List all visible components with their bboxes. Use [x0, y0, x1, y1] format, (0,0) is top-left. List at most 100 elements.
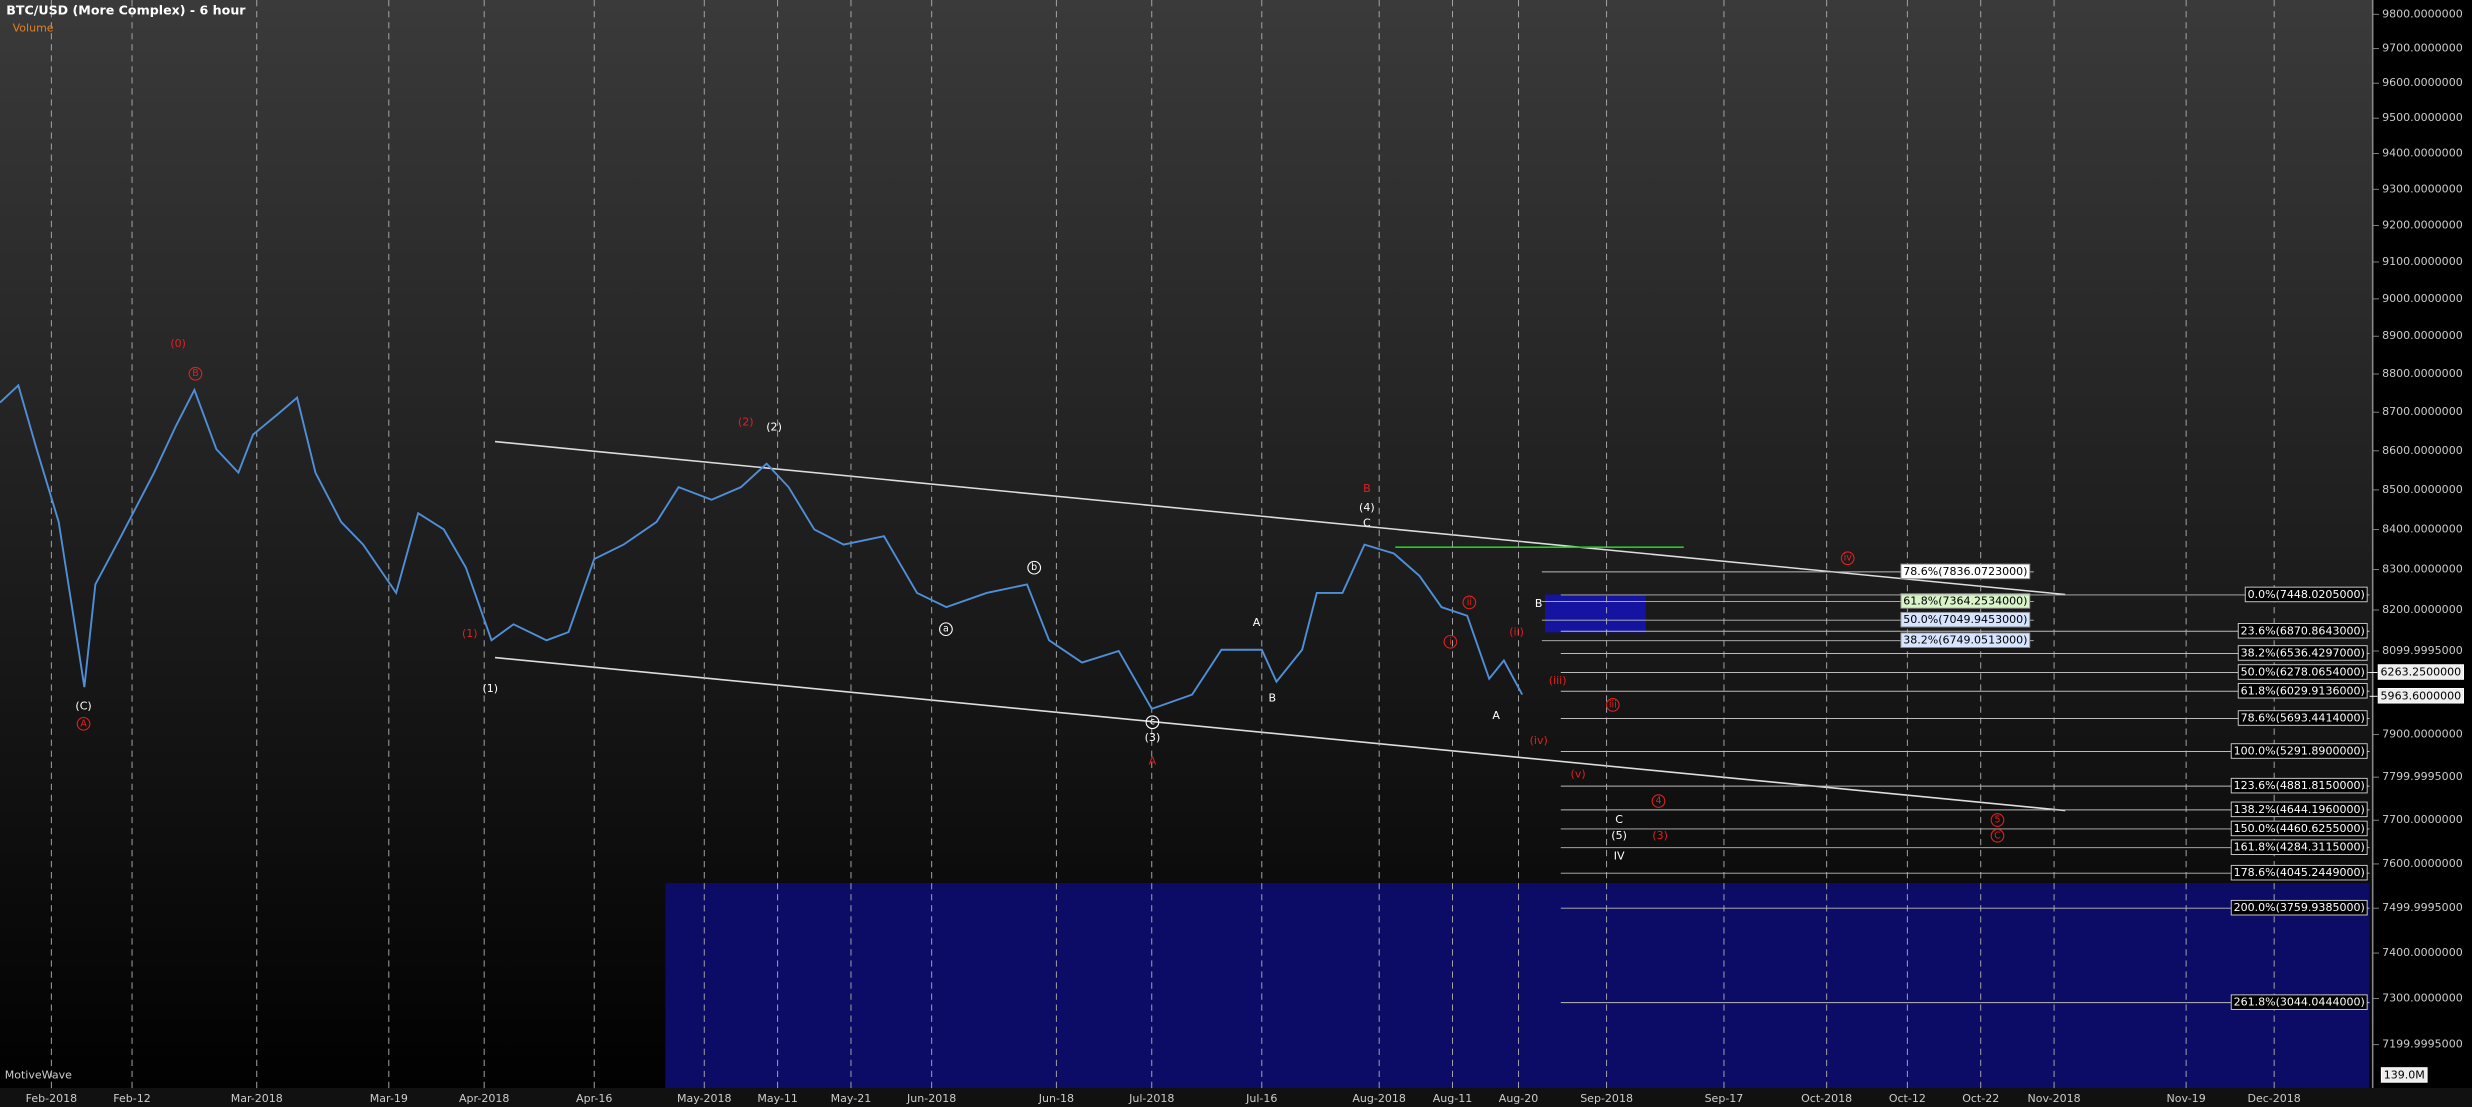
y-tick-label: 9200.0000000 — [2382, 218, 2463, 231]
wave-label: a — [943, 624, 949, 635]
wave-label: B — [192, 368, 198, 379]
wave-circle — [1443, 634, 1458, 649]
volume-tag-box — [2380, 1067, 2428, 1083]
wave-circle — [1145, 715, 1160, 730]
x-tick-label: Jun-18 — [1038, 1092, 1074, 1105]
price-line — [0, 383, 1524, 710]
wave-label: (v) — [1571, 767, 1586, 780]
wave-circle — [188, 366, 203, 381]
wave-label: C — [1615, 813, 1623, 826]
wave-label: 5 — [1994, 814, 2000, 825]
fib-label-box — [2230, 864, 2368, 881]
wave-label: 4 — [1656, 796, 1662, 807]
fib-label-box — [1900, 593, 2031, 609]
fib-label-box — [2237, 710, 2368, 726]
x-tick-label: Dec-2018 — [2247, 1092, 2300, 1105]
wave-label: (3) — [1652, 829, 1668, 842]
x-tick-label: Mar-19 — [370, 1092, 408, 1105]
x-tick-label: Jul-2018 — [1128, 1092, 1174, 1105]
wave-label: iii — [1609, 699, 1617, 710]
target-box — [1545, 594, 1646, 633]
x-tick-label: Jun-2018 — [906, 1092, 956, 1105]
wave-label: (2) — [738, 416, 754, 429]
y-tick-label: 7300.0000000 — [2382, 992, 2463, 1005]
fib-label-box — [1900, 611, 2031, 628]
fib-label: 78.6%(7836.0723000) — [1903, 565, 2027, 578]
fib-label-box — [2237, 645, 2368, 661]
wave-circle — [939, 622, 953, 637]
y-tick-label: 8900.0000000 — [2382, 329, 2463, 342]
y-tick-label: 9100.0000000 — [2382, 255, 2463, 268]
wave-label: B — [1268, 692, 1276, 705]
wave-circle — [1840, 551, 1855, 566]
wave-label: (iii) — [1549, 674, 1567, 687]
price-tag: 6263.2500000 — [2381, 666, 2462, 679]
x-tick-label: Apr-16 — [576, 1092, 612, 1105]
wave-circle — [76, 716, 91, 731]
wave-circle — [1605, 698, 1620, 712]
x-tick-label: Apr-2018 — [459, 1092, 509, 1105]
y-tick-label: 8099.9995000 — [2382, 644, 2463, 657]
wave-label: A — [1149, 755, 1157, 768]
y-tick-label: 9700.0000000 — [2382, 42, 2463, 55]
y-tick-label: 8600.0000000 — [2382, 444, 2463, 457]
y-tick-label: 9400.0000000 — [2382, 147, 2463, 160]
x-tick-label: Oct-2018 — [1801, 1092, 1852, 1105]
fib-label: 0.0%(7448.0205000) — [2248, 588, 2365, 601]
wave-circle — [1990, 813, 2005, 827]
y-tick-label: 7400.0000000 — [2382, 946, 2463, 959]
x-tick-label: Feb-2018 — [26, 1092, 78, 1105]
wave-label: A — [1492, 709, 1500, 722]
fib-label: 61.8%(7364.2534000) — [1903, 594, 2027, 607]
wave-label: B — [1363, 482, 1371, 495]
fib-label: 38.2%(6536.4297000) — [2241, 646, 2365, 659]
x-tick-label: Sep-17 — [1705, 1092, 1744, 1105]
wave-circle — [1027, 560, 1042, 575]
y-tick-label: 7900.0000000 — [2382, 728, 2463, 741]
x-tick-label: Oct-12 — [1889, 1092, 1926, 1105]
y-tick-label: 7499.9995000 — [2382, 901, 2463, 914]
fib-label: 78.6%(5693.4414000) — [2241, 712, 2365, 725]
wave-label: A — [1253, 616, 1261, 629]
wave-label: c — [1150, 717, 1155, 728]
x-tick-label: May-21 — [831, 1092, 872, 1105]
fib-label-box — [2230, 839, 2368, 855]
y-tick-label: 9000.0000000 — [2382, 292, 2463, 305]
fib-label: 123.6%(4881.8150000) — [2234, 779, 2365, 792]
x-tick-label: Feb-12 — [113, 1092, 150, 1105]
wave-label: (iv) — [1530, 734, 1548, 747]
x-tick-label: Aug-2018 — [1352, 1092, 1406, 1105]
wave-circle — [1651, 794, 1666, 808]
x-tick-label: Oct-22 — [1962, 1092, 1999, 1105]
x-tick-label: Nov-2018 — [2027, 1092, 2080, 1105]
wave-label: iv — [1844, 553, 1853, 564]
fib-label-box — [2244, 586, 2368, 603]
watermark: MotiveWave — [5, 1068, 72, 1081]
y-tick-label: 8500.0000000 — [2382, 483, 2463, 496]
y-tick-label: 7600.0000000 — [2382, 857, 2463, 870]
volume-tag: 139.0M — [2384, 1068, 2425, 1081]
y-tick-label: 9600.0000000 — [2382, 76, 2463, 89]
fib-label: 150.0%(4460.6255000) — [2234, 822, 2365, 835]
y-tick-label: 8700.0000000 — [2382, 405, 2463, 418]
y-tick-label: 8200.0000000 — [2382, 603, 2463, 616]
fib-label: 161.8%(4284.3115000) — [2234, 841, 2365, 854]
y-tick-label: 7199.9995000 — [2382, 1038, 2463, 1051]
chart-title: BTC/USD (More Complex) - 6 hour — [6, 3, 246, 18]
wave-label: (1) — [482, 682, 498, 695]
fib-label: 50.0%(7049.9453000) — [1903, 613, 2027, 626]
wave-label: (0) — [170, 337, 186, 350]
fib-label-box — [1900, 563, 2031, 580]
fib-label-box — [2230, 743, 2368, 759]
y-tick-label: 9300.0000000 — [2382, 182, 2463, 195]
price-tag: 5963.6000000 — [2381, 689, 2462, 702]
fib-label: 38.2%(6749.0513000) — [1903, 634, 2027, 647]
x-tick-label: Nov-19 — [2167, 1092, 2206, 1105]
fib-label: 50.0%(6278.0654000) — [2241, 666, 2365, 679]
trendline-lower — [494, 656, 2066, 812]
y-tick-label: 9500.0000000 — [2382, 111, 2463, 124]
wave-label: (2) — [766, 420, 782, 433]
wave-label: (C) — [75, 699, 91, 712]
